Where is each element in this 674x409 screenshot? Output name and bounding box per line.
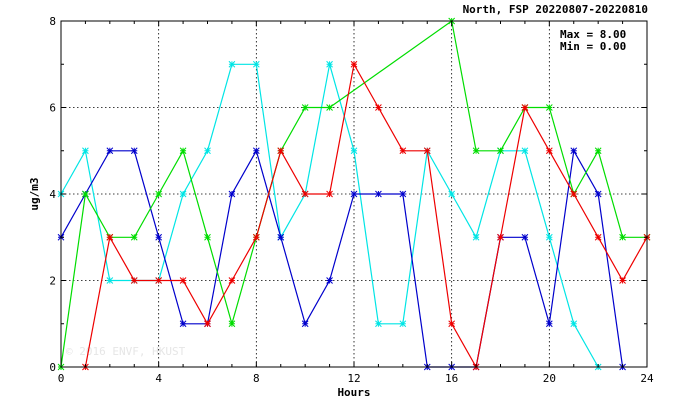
data-point — [252, 60, 260, 68]
x-tick-label: 24 — [640, 372, 654, 385]
data-point — [472, 147, 480, 155]
data-point — [521, 104, 529, 111]
data-point — [204, 233, 211, 241]
data-point — [448, 190, 456, 198]
data-point — [252, 147, 260, 155]
data-point — [350, 60, 358, 68]
data-point — [375, 104, 382, 111]
data-point — [82, 147, 89, 155]
data-point — [545, 320, 553, 328]
data-point — [326, 277, 333, 284]
data-point — [326, 60, 333, 68]
data-point — [301, 320, 309, 328]
data-point — [350, 147, 358, 155]
data-point — [179, 147, 187, 155]
data-point — [204, 320, 211, 328]
x-axis: 0 4 8 12 16 20 24 — [58, 21, 654, 385]
data-point — [619, 277, 626, 284]
data-point — [594, 233, 602, 241]
data-point — [497, 147, 504, 155]
stats-min: Min = 0.00 — [560, 40, 626, 53]
data-point — [497, 233, 504, 241]
series-line — [60, 148, 624, 368]
y-tick-label: 8 — [49, 15, 56, 28]
x-tick-label: 8 — [253, 372, 260, 385]
x-axis-label: Hours — [337, 386, 370, 399]
data-point — [106, 233, 114, 241]
x-tick-label: 16 — [445, 372, 458, 385]
x-tick-label: 4 — [155, 372, 162, 385]
y-tick-label: 6 — [49, 102, 56, 115]
data-point — [521, 233, 529, 241]
data-point — [228, 190, 236, 198]
x-tick-label: 0 — [58, 372, 65, 385]
data-point — [277, 233, 285, 241]
data-point — [130, 147, 138, 155]
data-point — [448, 320, 456, 328]
data-point — [301, 104, 309, 111]
data-point — [570, 320, 578, 328]
data-point — [106, 277, 114, 284]
data-point — [326, 190, 333, 198]
y-axis-label: ug/m3 — [28, 177, 41, 210]
data-point — [399, 320, 407, 328]
data-point — [570, 190, 578, 198]
chart-title: North, FSP 20220807-20220810 — [463, 3, 648, 16]
data-point — [228, 277, 236, 284]
data-point — [326, 104, 333, 111]
data-point — [594, 190, 602, 198]
data-point — [594, 147, 602, 155]
data-point — [545, 147, 553, 155]
series-line — [84, 62, 648, 369]
series-1 — [57, 147, 626, 371]
stats-max: Max = 8.00 — [560, 28, 626, 41]
data-point — [179, 320, 187, 328]
y-tick-label: 0 — [49, 361, 56, 374]
data-point — [82, 190, 89, 198]
data-point — [301, 190, 309, 198]
data-point — [228, 320, 236, 328]
data-point — [545, 104, 553, 111]
data-point — [472, 233, 480, 241]
data-point — [375, 190, 382, 198]
x-tick-label: 12 — [347, 372, 360, 385]
data-point — [619, 233, 626, 241]
data-point — [375, 320, 382, 328]
data-point — [545, 233, 553, 241]
data-point — [252, 233, 260, 241]
data-point — [277, 147, 285, 155]
data-point — [399, 147, 407, 155]
data-point — [228, 60, 236, 68]
data-point — [204, 147, 211, 155]
data-point — [155, 277, 163, 284]
data-point — [521, 147, 529, 155]
data-point — [130, 277, 138, 284]
data-point — [570, 147, 578, 155]
data-point — [179, 190, 187, 198]
data-point — [155, 190, 163, 198]
data-point — [423, 147, 431, 155]
y-tick-label: 2 — [49, 275, 56, 288]
watermark: © 2016 ENVF, HKUST — [66, 345, 186, 358]
series-layer — [57, 17, 651, 371]
data-point — [130, 233, 138, 241]
y-tick-label: 4 — [49, 188, 56, 201]
data-point — [350, 190, 358, 198]
data-point — [399, 190, 407, 198]
data-point — [155, 233, 163, 241]
stats-box: Max = 8.00 Min = 0.00 — [560, 28, 626, 53]
data-point — [106, 147, 114, 155]
x-tick-label: 20 — [543, 372, 556, 385]
y-axis: 0 2 4 6 8 — [49, 15, 647, 374]
data-point — [179, 277, 187, 284]
